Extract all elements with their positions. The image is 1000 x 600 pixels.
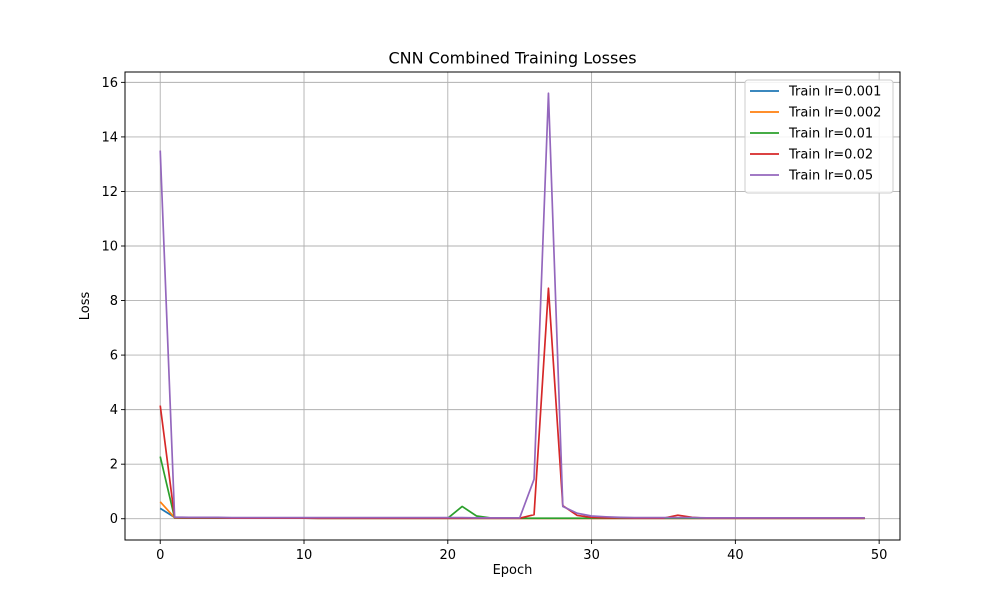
- series-line: [159, 92, 865, 519]
- y-tick-label: 14: [101, 130, 118, 145]
- y-tick-label: 0: [110, 512, 118, 527]
- x-tick-label: 50: [871, 548, 888, 563]
- y-tick-label: 16: [101, 76, 118, 91]
- x-tick-label: 20: [440, 548, 457, 563]
- y-tick-label: 6: [110, 349, 118, 364]
- y-tick-label: 8: [110, 294, 118, 309]
- legend: Train lr=0.001 Train lr=0.002 Train lr=0.0…: [744, 79, 894, 194]
- legend-entry-label: Train lr=0.05: [788, 169, 873, 184]
- plot-frame: [124, 71, 901, 541]
- chart-title: CNN Combined Training Losses: [388, 49, 636, 68]
- x-tick-label: 40: [727, 548, 744, 563]
- x-tick-label: 10: [296, 548, 313, 563]
- y-tick-label: 10: [101, 240, 118, 255]
- legend-entry-label: Train lr=0.001: [788, 85, 881, 100]
- legend-entry-label: Train lr=0.002: [788, 106, 881, 121]
- legend-box: [744, 79, 894, 194]
- x-tick-label: 30: [583, 548, 600, 563]
- y-tick-label: 4: [110, 403, 118, 418]
- legend-entry-label: Train lr=0.02: [788, 148, 873, 163]
- legend-entry-label: Train lr=0.01: [788, 127, 873, 142]
- x-tick-label: 0: [156, 548, 164, 563]
- series-lines: [159, 92, 865, 520]
- series-line: [159, 456, 865, 520]
- series-line: [159, 287, 865, 520]
- series-line: [159, 501, 865, 520]
- axis-ticks: 0 10 20 30 40 50 0 2 4 6 8 10 12 14 16: [101, 76, 887, 563]
- y-tick-label: 12: [101, 185, 118, 200]
- y-tick-label: 2: [110, 458, 118, 473]
- y-axis-label: Loss: [78, 292, 93, 321]
- x-axis-label: Epoch: [493, 563, 533, 578]
